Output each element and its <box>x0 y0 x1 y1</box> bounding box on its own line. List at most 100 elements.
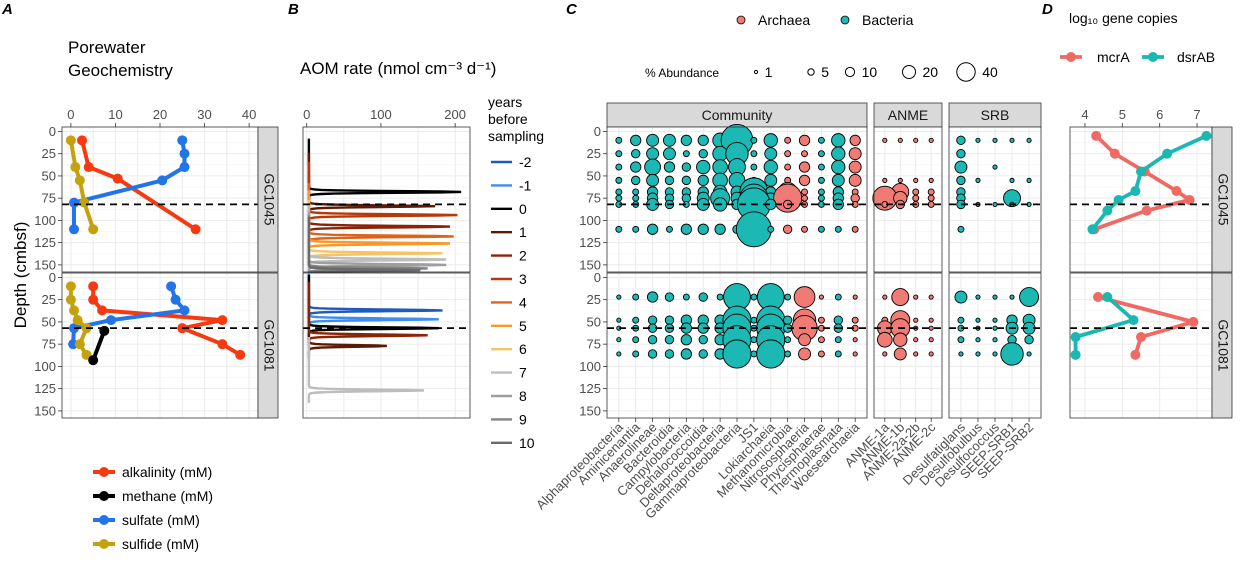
panel-a-GC1045-y-tick-100: 100 <box>34 213 56 228</box>
panel-a-GC1045-y-tick-0: 0 <box>49 124 56 139</box>
abundance-bubble <box>1019 287 1040 307</box>
geochem-point <box>69 305 80 316</box>
panel-b-x-tick-100: 100 <box>370 107 392 122</box>
panel-a-x-tick-20: 20 <box>153 107 167 122</box>
abundance-bubble <box>750 150 758 158</box>
legend-b-title-3: sampling <box>488 128 544 144</box>
abundance-bubble <box>831 133 846 148</box>
panel-a-GC1045-y-tick-75: 75 <box>42 191 56 206</box>
panel-c-GC1045-y-tick-125: 125 <box>579 235 601 250</box>
gene-copy-point <box>1091 130 1102 141</box>
abundance-bubble <box>646 173 660 187</box>
geochem-point <box>179 162 190 173</box>
panel-c-GC1081-y-tick-75: 75 <box>587 337 601 352</box>
geochem-point <box>112 173 123 184</box>
gene-copy-point <box>1087 224 1098 235</box>
panel-d-x-tick-7: 7 <box>1193 107 1200 122</box>
abundance-bubble <box>992 337 998 343</box>
legend-b-label: 5 <box>519 318 527 334</box>
gene-copy-point <box>1130 186 1141 197</box>
facet-strip-SRB <box>948 102 1042 128</box>
abundance-bubble <box>697 223 709 235</box>
abundance-bubble <box>817 188 825 196</box>
legend-b-label: 7 <box>519 365 527 381</box>
abundance-bubble <box>817 150 825 158</box>
abundance-bubble <box>632 316 640 324</box>
abundance-bubble <box>646 291 659 303</box>
abundance-bubble <box>631 175 641 186</box>
panel-c-Community-GC1045-frame <box>606 126 868 273</box>
abundance-bubble <box>928 294 934 300</box>
abundance-bubble <box>992 201 998 207</box>
abundance-bubble <box>680 334 692 346</box>
geochem-point <box>79 197 90 208</box>
facet-strip-ANME <box>873 102 943 128</box>
abundance-bubble <box>798 333 811 347</box>
abundance-bubble <box>834 225 842 233</box>
panel-a-GC1081-y-tick-50: 50 <box>42 314 56 329</box>
abundance-bubble <box>992 317 998 323</box>
gene-copy-point <box>1201 130 1212 141</box>
abundance-bubble <box>697 174 709 187</box>
geochem-point <box>88 281 99 292</box>
abundance-bubble <box>954 290 968 304</box>
abundance-bubble <box>784 163 792 171</box>
abundance-bubble <box>928 325 934 331</box>
panel-a-GC1081-y-tick-0: 0 <box>49 270 56 285</box>
abundance-bubble <box>767 225 775 233</box>
geochem-point <box>177 135 188 146</box>
geochem-point <box>65 294 76 305</box>
abundance-bubble <box>646 133 660 147</box>
abundance-bubble <box>630 134 642 146</box>
abundance-bubble <box>644 158 661 176</box>
abundance-bubble <box>632 350 640 358</box>
abundance-bubble <box>833 315 843 325</box>
abundance-bubble <box>957 316 965 324</box>
geochem-point <box>217 339 228 350</box>
legend-b-label: 9 <box>519 411 527 427</box>
abundance-bubble <box>831 159 846 175</box>
abundance-bubble <box>784 150 792 158</box>
abundance-bubble <box>954 160 968 174</box>
geochem-point <box>77 135 88 146</box>
geochem-point <box>74 339 85 350</box>
abundance-bubble <box>958 351 964 357</box>
abundance-bubble <box>784 293 792 301</box>
abundance-bubble <box>834 293 842 301</box>
static-text: A B C D Porewater Geochemistry AOM rate … <box>1 1 1178 328</box>
facet-strip-label-Community: Community <box>702 107 773 123</box>
panel-c-GC1081-y-tick-50: 50 <box>587 314 601 329</box>
abundance-bubble <box>852 351 858 357</box>
size-legend-circle <box>844 66 856 78</box>
legend-b-label: -1 <box>519 177 532 193</box>
abundance-bubble <box>615 188 623 196</box>
abundance-bubble <box>784 350 792 358</box>
geochem-point <box>179 305 190 316</box>
legend-b-label: 10 <box>519 435 535 451</box>
abundance-bubble <box>912 194 920 202</box>
size-legend-label: 1 <box>765 64 773 80</box>
abundance-bubble <box>817 336 825 344</box>
abundance-bubble <box>817 163 825 171</box>
panel-c-GC1045-y-tick-0: 0 <box>594 124 601 139</box>
abundance-bubble <box>798 161 811 173</box>
panel-d-x-tick-6: 6 <box>1156 107 1163 122</box>
abundance-bubble <box>992 164 998 170</box>
gene-copy-point <box>1102 205 1113 216</box>
panel-a-x-tick-40: 40 <box>242 107 256 122</box>
gene-copy-point <box>1136 166 1146 177</box>
abundance-bubble <box>1009 177 1015 183</box>
geochem-point <box>170 294 181 305</box>
facet-strip-label-ANME: ANME <box>888 107 928 123</box>
size-legend-label: 40 <box>982 64 998 80</box>
abundance-bubble <box>714 223 726 235</box>
abundance-bubble <box>750 136 758 144</box>
abundance-bubble <box>817 350 825 358</box>
legend-a-label: methane (mM) <box>122 488 213 504</box>
abundance-bubble <box>913 137 919 143</box>
panel-d-title: log₁₀ gene copies <box>1069 10 1178 26</box>
panel-c-GC1045-y-tick-150: 150 <box>579 257 601 272</box>
gene-copy-point <box>1070 332 1081 343</box>
abundance-bubble <box>616 317 622 323</box>
